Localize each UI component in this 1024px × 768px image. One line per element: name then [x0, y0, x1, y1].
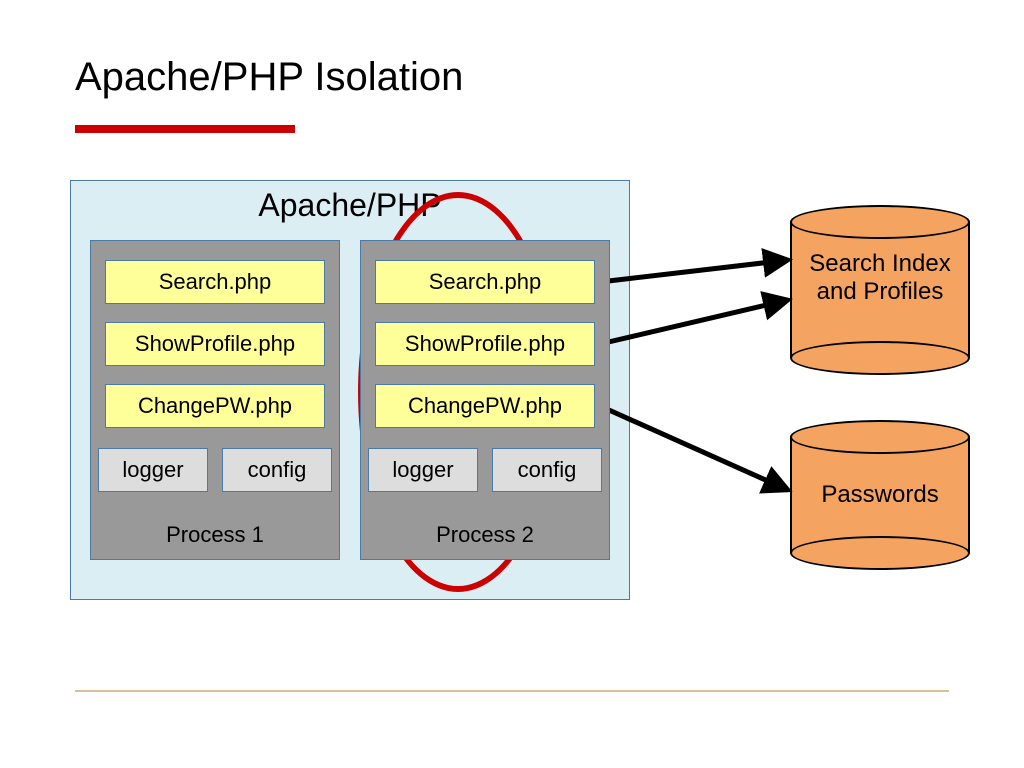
php-file-item: Search.php	[375, 260, 595, 304]
util-item: config	[222, 448, 332, 492]
db-label: Search Index and Profiles	[790, 250, 970, 305]
db-cylinder-passwords: Passwords	[790, 420, 970, 570]
php-file-item: ChangePW.php	[375, 384, 595, 428]
apache-php-label: Apache/PHP	[71, 187, 629, 224]
php-file-item: ShowProfile.php	[105, 322, 325, 366]
title-underline	[75, 125, 295, 133]
db-label: Passwords	[790, 481, 970, 509]
php-file-item: ChangePW.php	[105, 384, 325, 428]
util-item: logger	[368, 448, 478, 492]
util-item: config	[492, 448, 602, 492]
slide-title: Apache/PHP Isolation	[75, 55, 463, 100]
db-cylinder-search-index: Search Index and Profiles	[790, 205, 970, 375]
util-item: logger	[98, 448, 208, 492]
footer-rule	[75, 690, 949, 692]
php-file-item: ShowProfile.php	[375, 322, 595, 366]
php-file-item: Search.php	[105, 260, 325, 304]
process-label: Process 2	[360, 522, 610, 548]
process-label: Process 1	[90, 522, 340, 548]
